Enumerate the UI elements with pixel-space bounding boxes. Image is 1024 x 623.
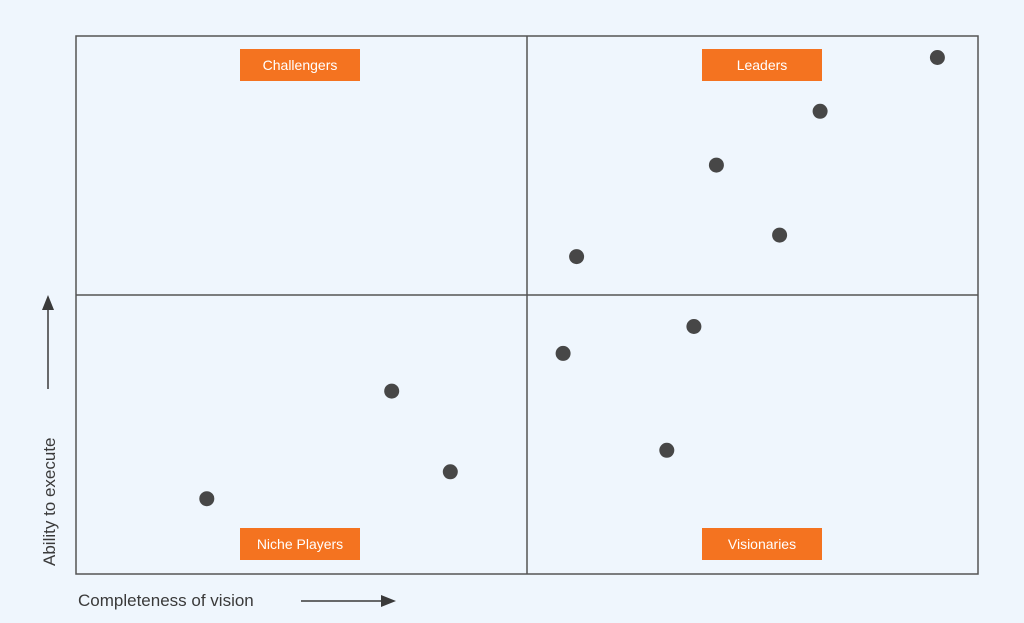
data-point-2 xyxy=(812,103,828,119)
data-point-3 xyxy=(708,157,724,173)
data-points xyxy=(199,50,945,507)
quadrant-label-niche-players-bg xyxy=(240,528,360,560)
data-point-10 xyxy=(442,464,458,480)
x-axis-title-group: Completeness of vision xyxy=(78,591,396,610)
x-axis-arrow-head-icon xyxy=(381,595,396,607)
quadrant-label-challengers: Challengers xyxy=(240,49,360,81)
y-axis-title-group: Ability to execute xyxy=(40,295,59,566)
data-point-5 xyxy=(569,249,585,265)
quadrant-label-niche-players-text: Niche Players xyxy=(257,536,343,552)
quadrant-label-visionaries-text: Visionaries xyxy=(728,536,796,552)
quadrant-label-challengers-text: Challengers xyxy=(263,57,338,73)
data-point-9 xyxy=(659,442,675,458)
quadrant-label-visionaries: Visionaries xyxy=(702,528,822,560)
data-point-7 xyxy=(555,345,571,361)
quadrant-label-visionaries-bg xyxy=(702,528,822,560)
data-point-11 xyxy=(199,491,215,507)
quadrant-label-leaders-text: Leaders xyxy=(737,57,788,73)
quadrant-label-niche-players: Niche Players xyxy=(240,528,360,560)
quadrant-label-challengers-bg xyxy=(240,49,360,81)
x-axis-title: Completeness of vision xyxy=(78,591,254,610)
data-point-6 xyxy=(686,319,702,334)
quadrant-label-leaders-bg xyxy=(702,49,822,81)
plot-frame xyxy=(75,35,979,575)
data-point-4 xyxy=(772,227,788,243)
quadrant-label-leaders: Leaders xyxy=(702,49,822,81)
data-point-8 xyxy=(384,383,400,399)
data-point-1 xyxy=(929,50,945,65)
y-axis-arrow-head-icon xyxy=(42,295,54,310)
y-axis-title: Ability to execute xyxy=(40,437,59,566)
